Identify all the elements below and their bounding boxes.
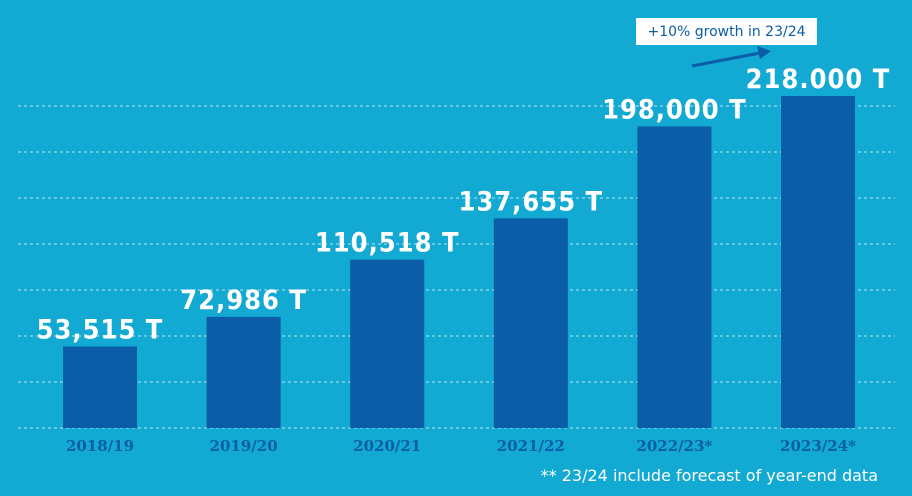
callout-arrow-icon xyxy=(691,46,771,68)
value-label: 53,515 T xyxy=(37,315,164,346)
value-label: 72,986 T xyxy=(180,285,307,316)
value-label: 218.000 T xyxy=(746,64,891,95)
footnote: ** 23/24 include forecast of year-end da… xyxy=(540,466,878,485)
x-tick-label: 2020/21 xyxy=(353,437,421,455)
bar-2022/23* xyxy=(637,126,712,429)
bar-2023/24* xyxy=(781,96,855,428)
x-tick-label: 2022/23* xyxy=(636,437,712,455)
gridlines xyxy=(18,105,895,429)
x-tick-label: 2019/20 xyxy=(210,437,278,455)
x-tick-label: 2018/19 xyxy=(66,437,134,455)
x-tick-label: 2023/24* xyxy=(780,437,856,455)
value-label: 110,518 T xyxy=(315,228,460,259)
value-label: 198,000 T xyxy=(602,94,747,125)
bar-2019/20 xyxy=(206,316,281,428)
bars xyxy=(63,96,855,429)
x-tick-label: 2021/22 xyxy=(497,437,565,455)
x-tick-labels: 2018/19 2019/20 2020/21 2021/22 2022/23* 2023… xyxy=(66,437,856,455)
bar-2021/22 xyxy=(493,218,568,428)
growth-annotation: +10% growth in 23/24 xyxy=(636,18,817,45)
bar-2020/21 xyxy=(350,259,425,428)
bar-2018/19 xyxy=(63,346,137,428)
value-label: 137,655 T xyxy=(458,186,603,217)
value-labels: 53,515 T 72,986 T 110,518 T 137,655 T 198,00… xyxy=(37,64,891,346)
